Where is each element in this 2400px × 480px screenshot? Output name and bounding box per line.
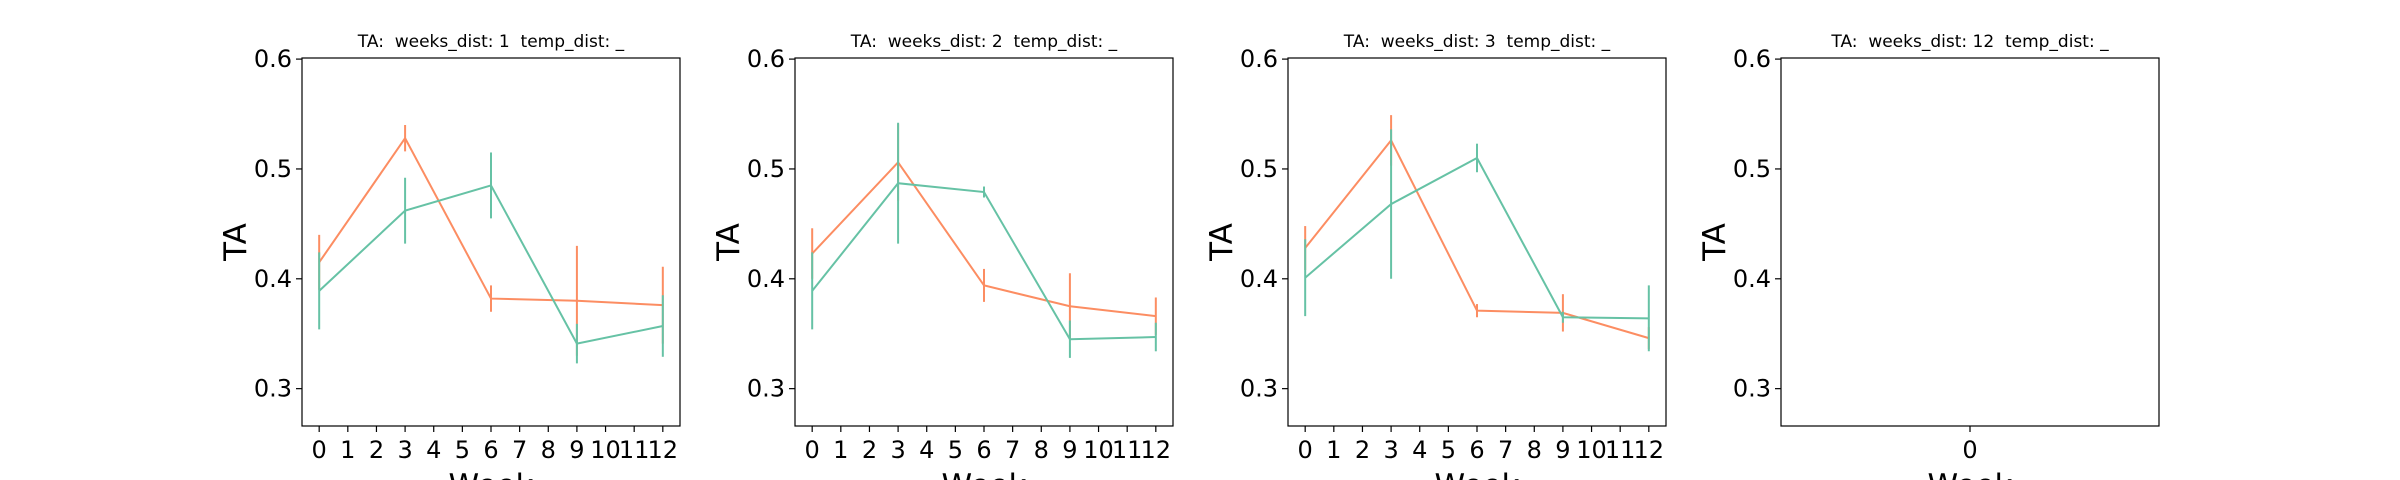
x-tick-label: 4 (919, 436, 934, 464)
y-axis-label: TA (1697, 223, 1733, 262)
axes-frame (301, 57, 681, 427)
x-tick-label: 1 (833, 436, 848, 464)
y-axis-label: TA (1204, 223, 1240, 262)
y-axis-label: TA (218, 223, 254, 262)
x-axis-label: Week (449, 468, 534, 480)
y-tick-label: 0.5 (747, 155, 785, 183)
x-tick-label: 0 (1962, 436, 1977, 464)
y-tick-label: 0.3 (1240, 375, 1278, 403)
x-tick-label: 9 (1062, 436, 1077, 464)
x-tick-label: 5 (1441, 436, 1456, 464)
axes-frame (1287, 57, 1667, 427)
x-axis-label: Week (1928, 468, 2013, 480)
x-tick-label: 4 (426, 436, 441, 464)
chart-title: TA: weeks_dist: 12 temp_dist: _ (1830, 32, 2109, 52)
y-tick-label: 0.3 (747, 375, 785, 403)
y-tick-label: 0.6 (1733, 45, 1771, 73)
x-tick-label: 3 (890, 436, 905, 464)
x-tick-label: 11 (1112, 436, 1143, 464)
axes-frame (1780, 57, 2160, 427)
x-tick-label: 9 (569, 436, 584, 464)
x-tick-label: 11 (1605, 436, 1636, 464)
x-tick-label: 2 (862, 436, 877, 464)
x-tick-label: 5 (455, 436, 470, 464)
chart-title: TA: weeks_dist: 3 temp_dist: _ (1343, 32, 1611, 52)
y-tick-label: 0.4 (1733, 265, 1771, 293)
y-tick-label: 0.3 (1733, 375, 1771, 403)
x-tick-label: 12 (648, 436, 679, 464)
x-tick-label: 7 (1498, 436, 1513, 464)
x-tick-label: 5 (948, 436, 963, 464)
x-tick-label: 10 (590, 436, 621, 464)
x-tick-label: 8 (1034, 436, 1049, 464)
data-line (811, 182, 1156, 341)
y-tick-label: 0.5 (1733, 155, 1771, 183)
y-tick-label: 0.5 (254, 155, 292, 183)
x-tick-label: 10 (1083, 436, 1114, 464)
y-tick-label: 0.4 (254, 265, 292, 293)
x-tick-label: 6 (1469, 436, 1484, 464)
x-tick-label: 12 (1141, 436, 1172, 464)
x-tick-label: 2 (369, 436, 384, 464)
y-tick-label: 0.6 (1240, 45, 1278, 73)
x-axis-label: Week (942, 468, 1027, 480)
y-tick-label: 0.4 (1240, 265, 1278, 293)
y-tick-label: 0.3 (254, 375, 292, 403)
x-axis-label: Week (1435, 468, 1520, 480)
x-tick-label: 3 (397, 436, 412, 464)
y-tick-label: 0.4 (747, 265, 785, 293)
x-tick-label: 12 (1634, 436, 1665, 464)
x-tick-label: 4 (1412, 436, 1427, 464)
x-tick-label: 8 (1527, 436, 1542, 464)
y-tick-label: 0.6 (254, 45, 292, 73)
x-tick-label: 2 (1355, 436, 1370, 464)
x-tick-label: 6 (483, 436, 498, 464)
y-axis-label: TA (711, 223, 747, 262)
x-tick-label: 6 (976, 436, 991, 464)
x-tick-label: 7 (512, 436, 527, 464)
x-tick-label: 8 (541, 436, 556, 464)
y-tick-label: 0.5 (1240, 155, 1278, 183)
axes-frame (794, 57, 1174, 427)
chart-title: TA: weeks_dist: 2 temp_dist: _ (850, 32, 1118, 52)
x-tick-label: 0 (805, 436, 820, 464)
y-tick-label: 0.6 (747, 45, 785, 73)
x-tick-label: 11 (619, 436, 650, 464)
chart-title: TA: weeks_dist: 1 temp_dist: _ (357, 32, 625, 52)
x-tick-label: 1 (340, 436, 355, 464)
x-tick-label: 0 (312, 436, 327, 464)
x-tick-label: 0 (1298, 436, 1313, 464)
x-tick-label: 1 (1326, 436, 1341, 464)
x-tick-label: 10 (1576, 436, 1607, 464)
x-tick-label: 7 (1005, 436, 1020, 464)
x-tick-label: 3 (1383, 436, 1398, 464)
x-tick-label: 9 (1555, 436, 1570, 464)
